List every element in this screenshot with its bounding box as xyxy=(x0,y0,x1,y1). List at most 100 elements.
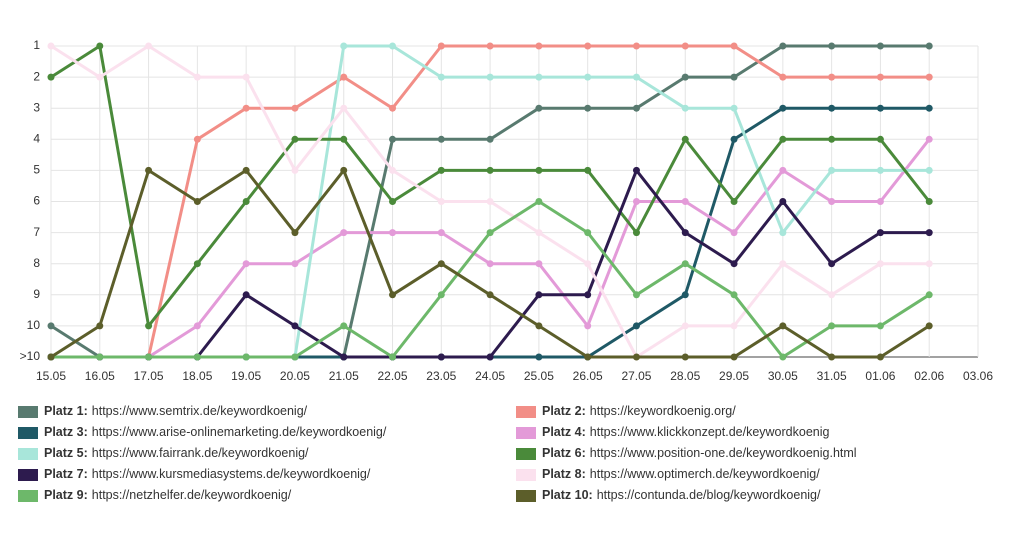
legend-label: Platz 2: https://keywordkoenig.org/ xyxy=(542,404,736,418)
point xyxy=(584,73,592,81)
point xyxy=(535,42,543,50)
point xyxy=(145,166,153,174)
point xyxy=(291,166,299,174)
legend-url: https://www.kursmediasystems.de/keywordk… xyxy=(92,467,371,481)
legend-label: Platz 4: https://www.klickkonzept.de/keyw… xyxy=(542,425,830,439)
legend-name: Platz 5: xyxy=(44,446,88,460)
legend-item: Platz 1: https://www.semtrix.de/keywordko… xyxy=(18,404,308,418)
legend-name: Platz 1: xyxy=(44,404,88,418)
point xyxy=(145,322,153,330)
point xyxy=(291,104,299,112)
point xyxy=(876,198,884,205)
legend-url: https://netzhelfer.de/keywordkoenig/ xyxy=(92,488,292,502)
point xyxy=(340,322,348,330)
point xyxy=(193,73,201,81)
point xyxy=(632,104,640,112)
point xyxy=(730,229,738,237)
point xyxy=(291,135,299,143)
legend-item: Platz 5: https://www.fairrank.de/keywordk… xyxy=(18,446,309,460)
point xyxy=(828,353,836,361)
point xyxy=(486,198,494,205)
point xyxy=(242,166,250,174)
point xyxy=(925,291,933,299)
legend-name: Platz 3: xyxy=(44,425,88,439)
point xyxy=(584,291,592,299)
point xyxy=(876,104,884,112)
point xyxy=(632,322,640,330)
legend-label: Platz 3: https://www.arise-onlinemarketin… xyxy=(44,425,387,439)
y-tick-label: 10 xyxy=(27,318,41,332)
point xyxy=(584,166,592,174)
point xyxy=(730,260,738,268)
legend-label: Platz 6: https://www.position-one.de/keyw… xyxy=(542,446,857,460)
point xyxy=(437,166,445,174)
legend-swatch xyxy=(18,490,38,502)
point xyxy=(340,166,348,174)
x-tick-label: 17.05 xyxy=(134,369,164,383)
point xyxy=(486,42,494,50)
point xyxy=(681,104,689,112)
point xyxy=(486,260,494,268)
point xyxy=(925,198,933,205)
point xyxy=(96,353,104,361)
legend-item: Platz 6: https://www.position-one.de/keyw… xyxy=(516,446,857,460)
x-tick-label: 25.05 xyxy=(524,369,554,383)
point xyxy=(242,260,250,268)
legend-url: https://www.klickkonzept.de/keywordkoeni… xyxy=(590,425,830,439)
x-tick-label: 19.05 xyxy=(231,369,261,383)
legend-label: Platz 1: https://www.semtrix.de/keywordko… xyxy=(44,404,308,418)
point xyxy=(632,73,640,81)
point xyxy=(876,135,884,143)
x-tick-label: 21.05 xyxy=(329,369,359,383)
legend-swatch xyxy=(516,490,536,502)
point xyxy=(925,166,933,174)
point xyxy=(437,260,445,268)
point xyxy=(242,353,250,361)
point xyxy=(486,73,494,81)
x-tick-label: 22.05 xyxy=(378,369,408,383)
x-tick-label: 03.06 xyxy=(963,369,993,383)
point xyxy=(535,198,543,205)
legend-item: Platz 7: https://www.kursmediasystems.de/… xyxy=(18,467,371,481)
point xyxy=(681,42,689,50)
legend-url: https://keywordkoenig.org/ xyxy=(590,404,736,418)
point xyxy=(389,198,397,205)
point xyxy=(486,166,494,174)
y-tick-label: 7 xyxy=(33,225,40,239)
x-tick-label: 29.05 xyxy=(719,369,749,383)
point xyxy=(876,229,884,237)
legend-item: Platz 8: https://www.optimerch.de/keyword… xyxy=(516,467,820,481)
point xyxy=(486,135,494,143)
legend-name: Platz 8: xyxy=(542,467,586,481)
point xyxy=(876,166,884,174)
point xyxy=(681,322,689,330)
x-tick-label: 01.06 xyxy=(865,369,895,383)
point xyxy=(145,353,153,361)
point xyxy=(828,166,836,174)
point xyxy=(584,229,592,237)
legend-item: Platz 2: https://keywordkoenig.org/ xyxy=(516,404,736,418)
point xyxy=(730,353,738,361)
point xyxy=(925,322,933,330)
point xyxy=(437,42,445,50)
point xyxy=(925,42,933,50)
legend-swatch xyxy=(516,469,536,481)
legend-name: Platz 4: xyxy=(542,425,586,439)
legend-name: Platz 6: xyxy=(542,446,586,460)
point xyxy=(47,42,55,50)
legend-label: Platz 8: https://www.optimerch.de/keyword… xyxy=(542,467,820,481)
point xyxy=(291,260,299,268)
point xyxy=(632,198,640,205)
point xyxy=(535,260,543,268)
point xyxy=(193,135,201,143)
legend-name: Platz 10: xyxy=(542,488,593,502)
point xyxy=(193,198,201,205)
y-tick-label: 1 xyxy=(33,38,40,52)
x-tick-label: 02.06 xyxy=(914,369,944,383)
x-tick-label: 24.05 xyxy=(475,369,505,383)
point xyxy=(584,322,592,330)
point xyxy=(389,166,397,174)
x-tick-label: 26.05 xyxy=(573,369,603,383)
point xyxy=(828,198,836,205)
point xyxy=(584,42,592,50)
